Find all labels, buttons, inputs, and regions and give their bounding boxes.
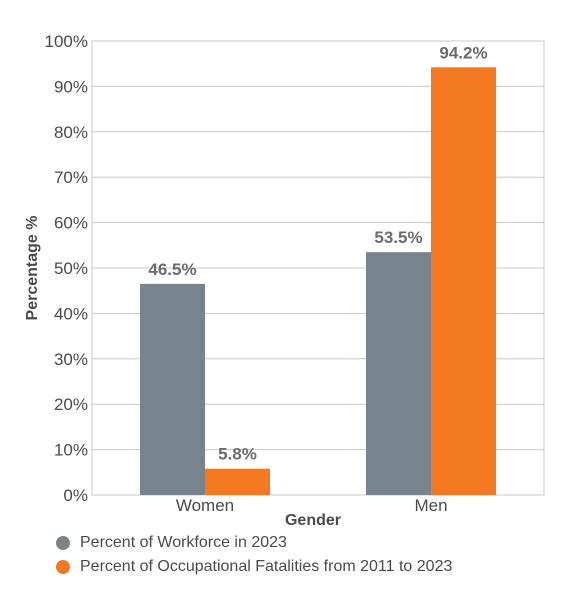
legend-item-fatalities: Percent of Occupational Fatalities from … [56, 556, 452, 578]
y-tick-label: 40% [54, 304, 88, 323]
y-tick-label: 30% [54, 350, 88, 369]
data-label: 53.5% [374, 228, 422, 247]
x-category-label: Men [414, 496, 447, 515]
y-tick-label: 80% [54, 123, 88, 142]
data-label: 94.2% [439, 43, 487, 62]
plot-frame [91, 40, 545, 496]
legend-label-fatalities: Percent of Occupational Fatalities from … [80, 558, 453, 575]
y-tick-label: 20% [54, 395, 88, 414]
y-tick-label: 0% [63, 486, 88, 505]
bar-men-fatalities [431, 67, 496, 495]
legend-swatch-workforce [56, 536, 70, 550]
data-labels: 46.5% 5.8% 53.5% 94.2% [148, 43, 487, 463]
y-tick-label: 10% [54, 441, 88, 460]
data-label: 5.8% [218, 445, 257, 464]
legend-swatch-fatalities [56, 560, 70, 574]
y-tick-label: 100% [45, 32, 88, 51]
x-axis-title: Gender [285, 512, 341, 529]
bar-chart: 0% 10% 20% 30% 40% 50% 60% 70% 80% 90% 100% 46.5% 5… [24, 32, 545, 529]
legend-label-workforce: Percent of Workforce in 2023 [80, 534, 287, 551]
y-tick-label: 60% [54, 214, 88, 233]
bar-men-workforce [366, 252, 431, 495]
x-axis-categories: Women Men [176, 496, 448, 515]
bar-women-fatalities [205, 468, 270, 495]
y-axis-title: Percentage % [24, 216, 41, 321]
bars [140, 67, 496, 495]
y-tick-label: 70% [54, 168, 88, 187]
bar-women-workforce [140, 283, 205, 495]
y-tick-label: 90% [54, 77, 88, 96]
y-tick-label: 50% [54, 259, 88, 278]
x-category-label: Women [176, 496, 234, 515]
data-label: 46.5% [148, 260, 196, 279]
legend: Percent of Workforce in 2023 Percent of … [56, 532, 452, 580]
legend-item-workforce: Percent of Workforce in 2023 [56, 532, 452, 554]
y-axis-ticks: 0% 10% 20% 30% 40% 50% 60% 70% 80% 90% 100% [45, 32, 88, 505]
